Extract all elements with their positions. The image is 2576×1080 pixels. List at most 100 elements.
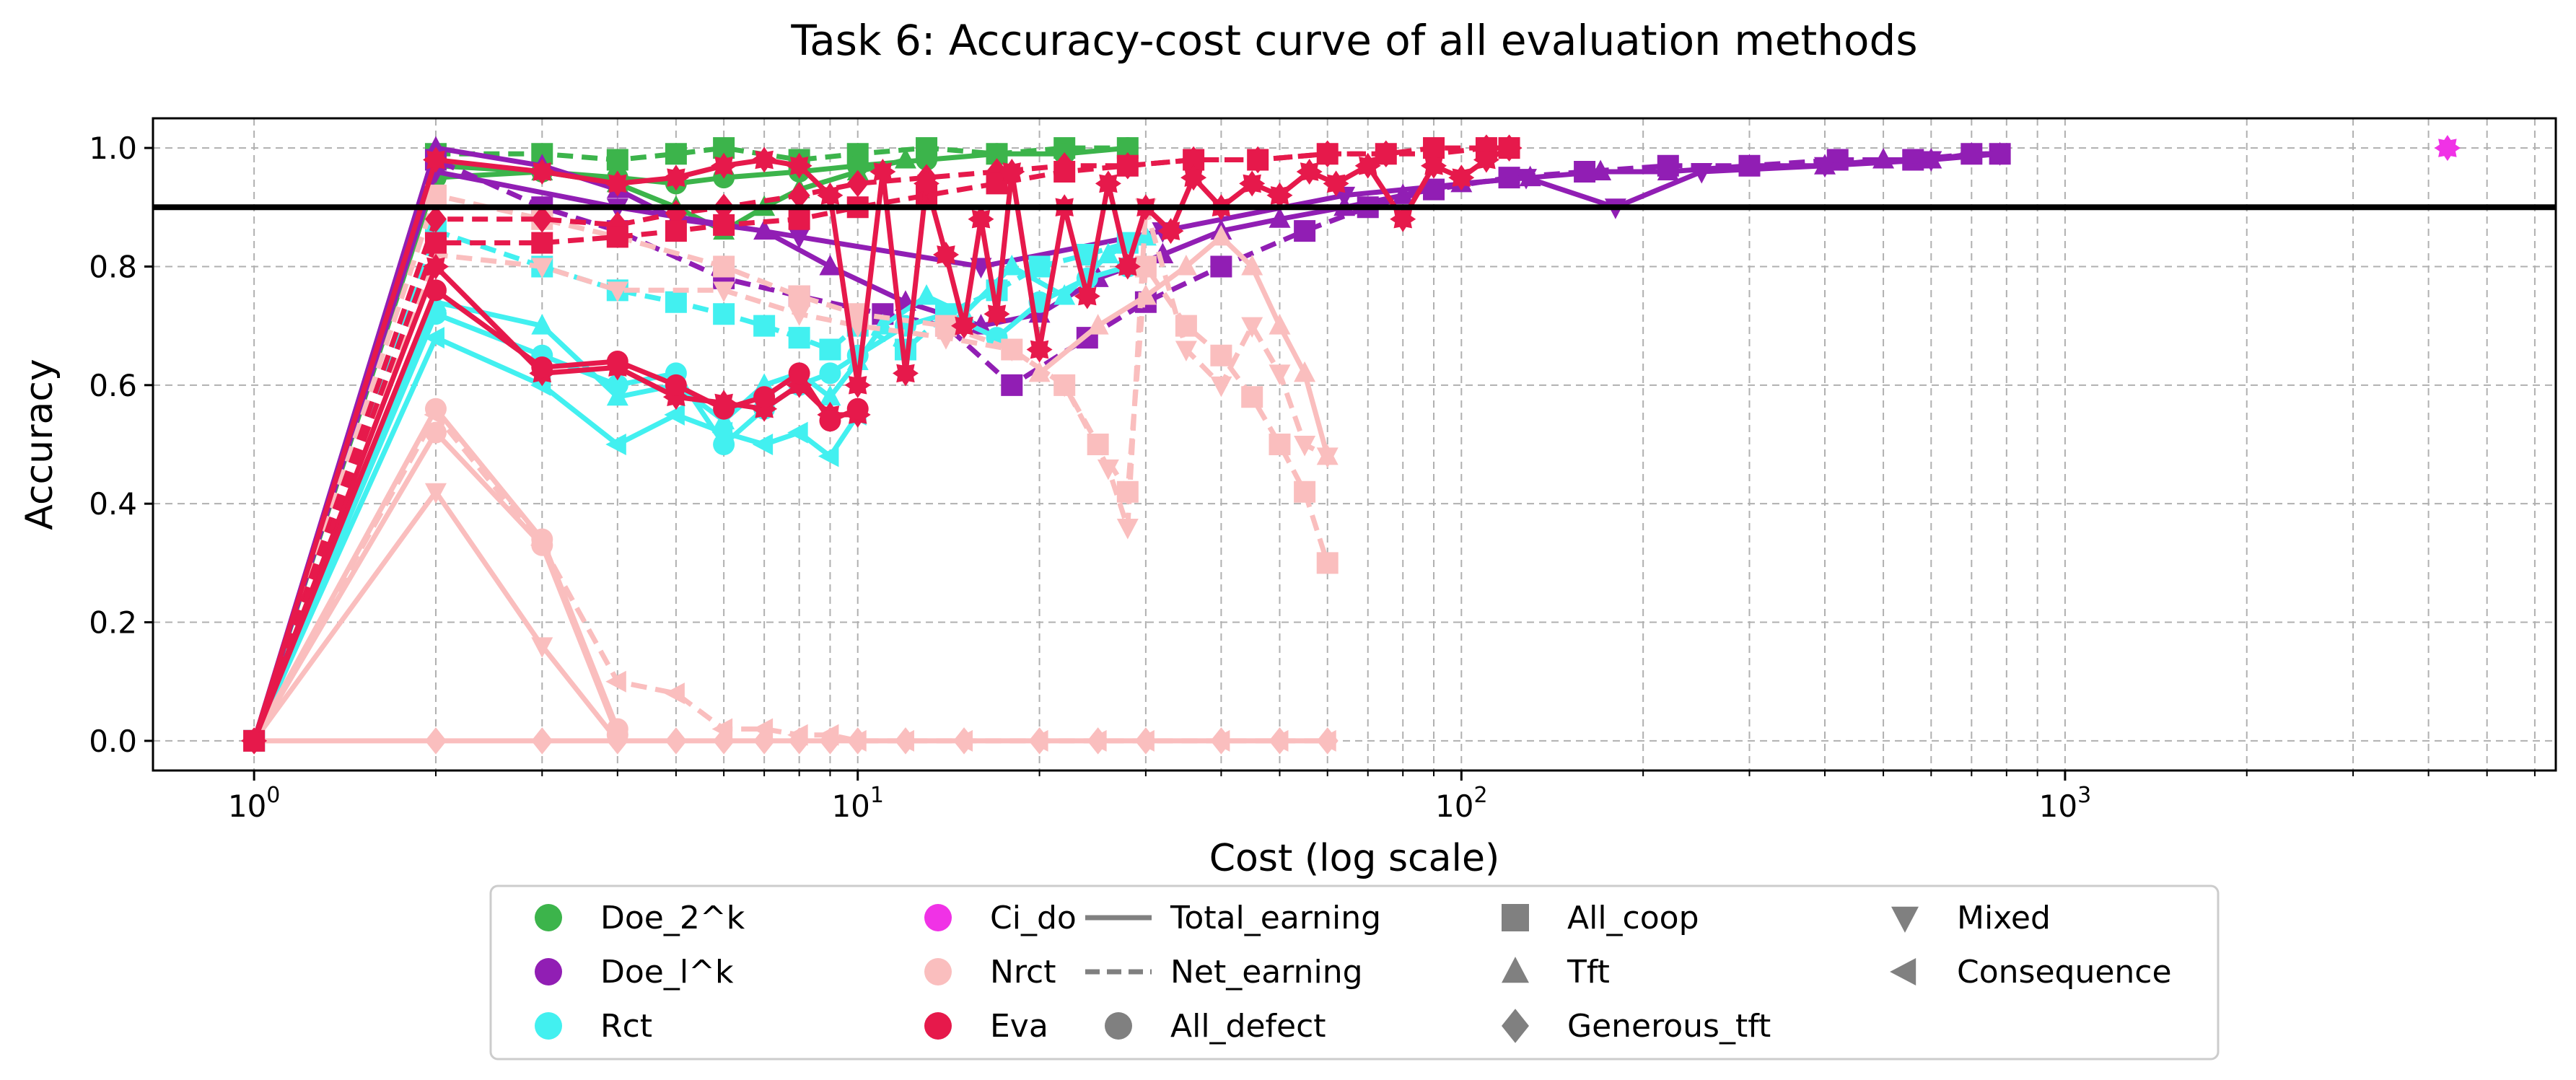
data-point — [1180, 164, 1207, 191]
series — [243, 220, 1139, 752]
data-point — [1241, 317, 1263, 338]
data-point — [424, 727, 447, 755]
data-point — [1134, 727, 1157, 755]
legend-entry: Ci_do — [924, 900, 1077, 936]
data-point — [934, 329, 957, 350]
series — [1028, 224, 1339, 465]
y-axis-label: Accuracy — [18, 359, 61, 530]
legend-entry: Total_earning — [1085, 900, 1381, 936]
x-tick-exponent: 2 — [1473, 783, 1487, 808]
data-point — [1266, 182, 1293, 208]
data-point — [1920, 151, 1942, 172]
data-point — [1375, 143, 1397, 165]
data-point — [1390, 206, 1416, 232]
data-point — [1316, 552, 1339, 574]
data-point — [787, 421, 808, 444]
data-point — [604, 170, 631, 197]
data-point — [819, 254, 841, 276]
legend-entry: Generous_tft — [1502, 1008, 1771, 1045]
legend-entry: Rct — [535, 1008, 652, 1045]
data-point — [606, 385, 628, 406]
data-point — [1241, 254, 1263, 276]
x-tick-label: 103 — [2039, 783, 2092, 824]
data-point — [424, 232, 447, 254]
data-point — [1028, 255, 1051, 278]
legend-entry: Eva — [924, 1008, 1048, 1045]
legend-label: Total_earning — [1170, 900, 1381, 936]
data-point — [1210, 727, 1232, 755]
data-point — [752, 434, 774, 455]
data-point — [424, 421, 447, 444]
data-point — [1691, 162, 1713, 184]
data-point — [751, 146, 778, 173]
data-point — [1574, 160, 1596, 183]
data-point — [665, 143, 687, 165]
data-point — [531, 205, 553, 233]
data-point — [1269, 314, 1291, 335]
data-point — [1294, 361, 1316, 382]
data-point — [424, 403, 444, 426]
legend-label: Doe_l^k — [600, 954, 734, 991]
legend-frame — [489, 884, 2220, 1061]
data-point — [1175, 341, 1197, 362]
data-point — [788, 305, 810, 326]
data-point — [531, 258, 553, 278]
data-point — [1134, 284, 1157, 305]
legend-swatch — [924, 1012, 952, 1040]
chart-title: Task 6: Accuracy-cost curve of all evalu… — [790, 16, 1917, 65]
x-tick-exponent: 3 — [2077, 783, 2091, 808]
series — [241, 135, 1523, 754]
data-point — [1294, 480, 1316, 503]
data-point — [1496, 135, 1523, 162]
legend-marker-swatch — [1502, 1009, 1529, 1043]
data-point — [711, 152, 737, 179]
data-point — [423, 146, 449, 173]
data-point — [1210, 344, 1232, 366]
data-point — [1134, 224, 1157, 246]
data-point — [951, 312, 977, 339]
data-point — [788, 362, 810, 385]
data-point — [1053, 376, 1076, 398]
data-point — [1354, 152, 1381, 179]
data-point — [665, 291, 687, 313]
data-point — [424, 483, 447, 504]
data-point — [1157, 218, 1184, 245]
legend-marker-swatch — [1890, 958, 1916, 985]
data-point — [753, 727, 776, 755]
data-point — [869, 159, 896, 185]
legend-label: Ci_do — [990, 900, 1077, 936]
data-point — [1087, 314, 1109, 335]
y-tick-label: 0.6 — [89, 368, 137, 403]
series-layer — [241, 134, 2461, 755]
data-point — [817, 182, 844, 208]
data-point — [1269, 364, 1291, 385]
data-point — [713, 434, 735, 455]
data-point — [713, 398, 735, 420]
data-point — [819, 385, 841, 406]
data-point — [1001, 374, 1023, 396]
data-point — [788, 182, 810, 209]
x-tick-label: 101 — [831, 783, 884, 824]
data-point — [1294, 220, 1316, 242]
data-point — [844, 372, 871, 398]
data-point — [1210, 224, 1232, 246]
data-point — [1269, 727, 1291, 755]
series — [243, 134, 1520, 755]
data-point — [1028, 361, 1051, 382]
legend-label: Eva — [990, 1008, 1048, 1045]
data-point — [968, 206, 994, 232]
data-point — [999, 159, 1025, 185]
data-point — [1423, 137, 1445, 159]
legend-label: Doe_2^k — [600, 900, 745, 936]
data-point — [1657, 154, 1679, 177]
data-point — [1028, 727, 1051, 755]
data-point — [894, 727, 916, 755]
data-point — [606, 281, 628, 302]
data-point — [423, 253, 449, 280]
legend-entry: Tft — [1502, 954, 1610, 991]
data-point — [1026, 336, 1053, 363]
data-point — [983, 301, 1010, 328]
data-point — [1097, 242, 1119, 264]
legend-label: Nrct — [990, 954, 1056, 991]
